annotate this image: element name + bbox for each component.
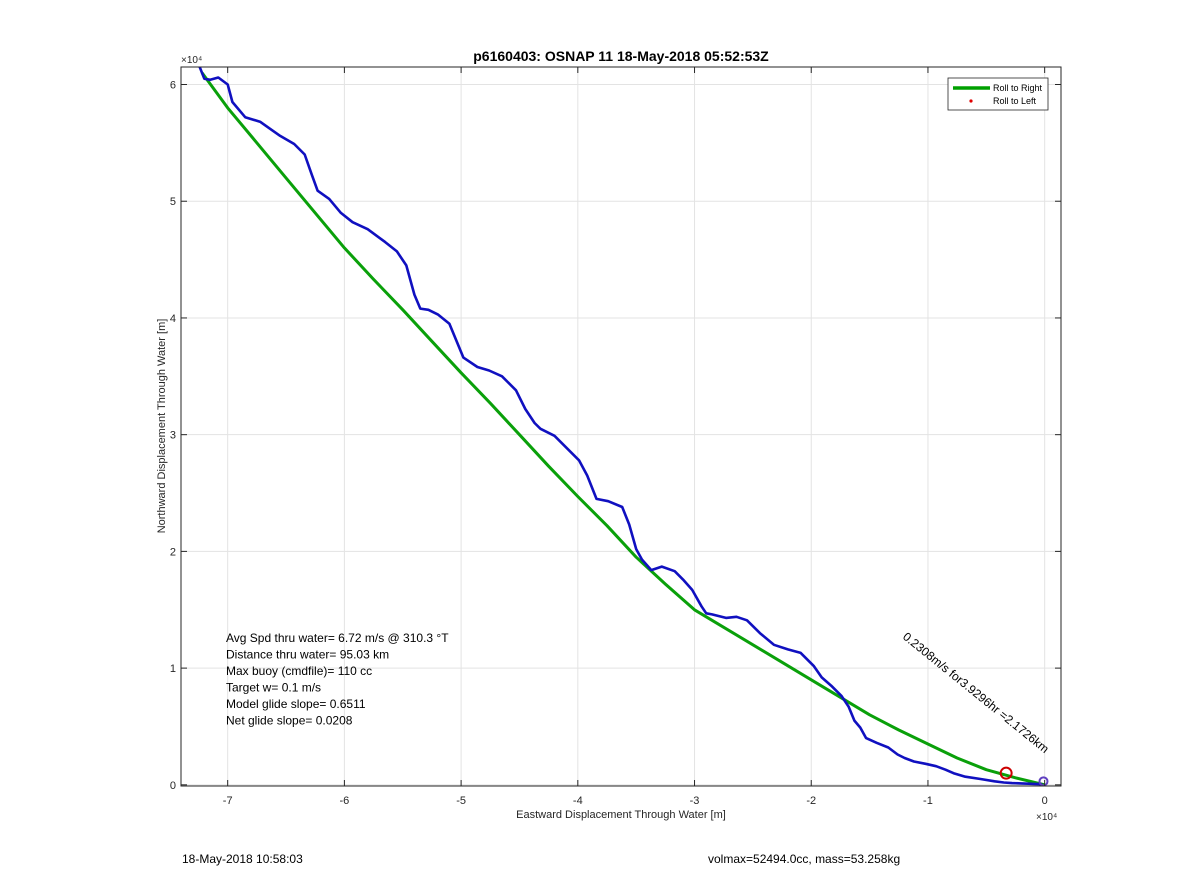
series-layer <box>198 66 1046 787</box>
x-tick-label: -4 <box>573 795 583 807</box>
annotation-text: 0.2308m/s for3.9296hr =2.1726km <box>900 629 1052 756</box>
stats-line: Avg Spd thru water= 6.72 m/s @ 310.3 °T <box>226 631 449 645</box>
legend-box <box>947 77 1049 111</box>
y-tick-label: 0 <box>170 780 176 792</box>
marker-point <box>999 766 1013 780</box>
x-tick-label: -2 <box>806 795 816 807</box>
y-tick-label: 6 <box>170 80 176 92</box>
y-tick-label: 3 <box>170 430 176 442</box>
stats-line: Model glide slope= 0.6511 <box>226 697 366 711</box>
series-line-track <box>198 66 1043 786</box>
x-tick-label: -6 <box>340 795 350 807</box>
legend-label-roll-left: Roll to Left <box>993 96 1037 106</box>
footer-timestamp: 18-May-2018 10:58:03 <box>182 852 303 866</box>
chart-title: p6160403: OSNAP 11 18-May-2018 05:52:53Z <box>473 48 769 64</box>
legend-swatch-dot <box>969 99 973 103</box>
legend-label-roll-right: Roll to Right <box>993 83 1043 93</box>
stats-line: Max buoy (cmdfile)= 110 cc <box>226 664 372 678</box>
stats-block: Avg Spd thru water= 6.72 m/s @ 310.3 °T D… <box>226 631 449 728</box>
y-tick-label: 5 <box>170 196 176 208</box>
x-tick-label: -7 <box>223 795 233 807</box>
x-tick-label: -1 <box>923 795 933 807</box>
stats-line: Distance thru water= 95.03 km <box>226 648 389 662</box>
marker-layer <box>999 766 1049 787</box>
x-tick-label: 0 <box>1042 795 1048 807</box>
y-exponent-label: ×10⁴ <box>181 55 202 66</box>
x-tick-label: -5 <box>456 795 466 807</box>
legend: Roll to Right Roll to Left <box>947 77 1049 111</box>
x-tick-label: -3 <box>690 795 700 807</box>
axes-frame <box>180 66 1062 787</box>
x-exponent-label: ×10⁴ <box>1036 812 1057 823</box>
stats-line: Target w= 0.1 m/s <box>226 681 321 695</box>
stats-line: Net glide slope= 0.0208 <box>226 714 353 728</box>
marker-point <box>1038 776 1049 787</box>
y-tick-label: 4 <box>170 313 176 325</box>
series-line-roll-right <box>200 71 1046 787</box>
grid <box>181 67 1061 786</box>
x-axis-label: Eastward Displacement Through Water [m] <box>516 809 726 821</box>
y-axis-ticks: 0 1 2 3 4 5 6 <box>170 80 1061 792</box>
y-tick-label: 2 <box>170 546 176 558</box>
y-tick-label: 1 <box>170 663 176 675</box>
y-axis-label: Northward Displacement Through Water [m] <box>156 319 168 534</box>
footer-volmax-mass: volmax=52494.0cc, mass=53.258kg <box>708 852 901 866</box>
x-axis-ticks: -7 -6 -5 -4 -3 -2 -1 0 <box>223 67 1048 807</box>
